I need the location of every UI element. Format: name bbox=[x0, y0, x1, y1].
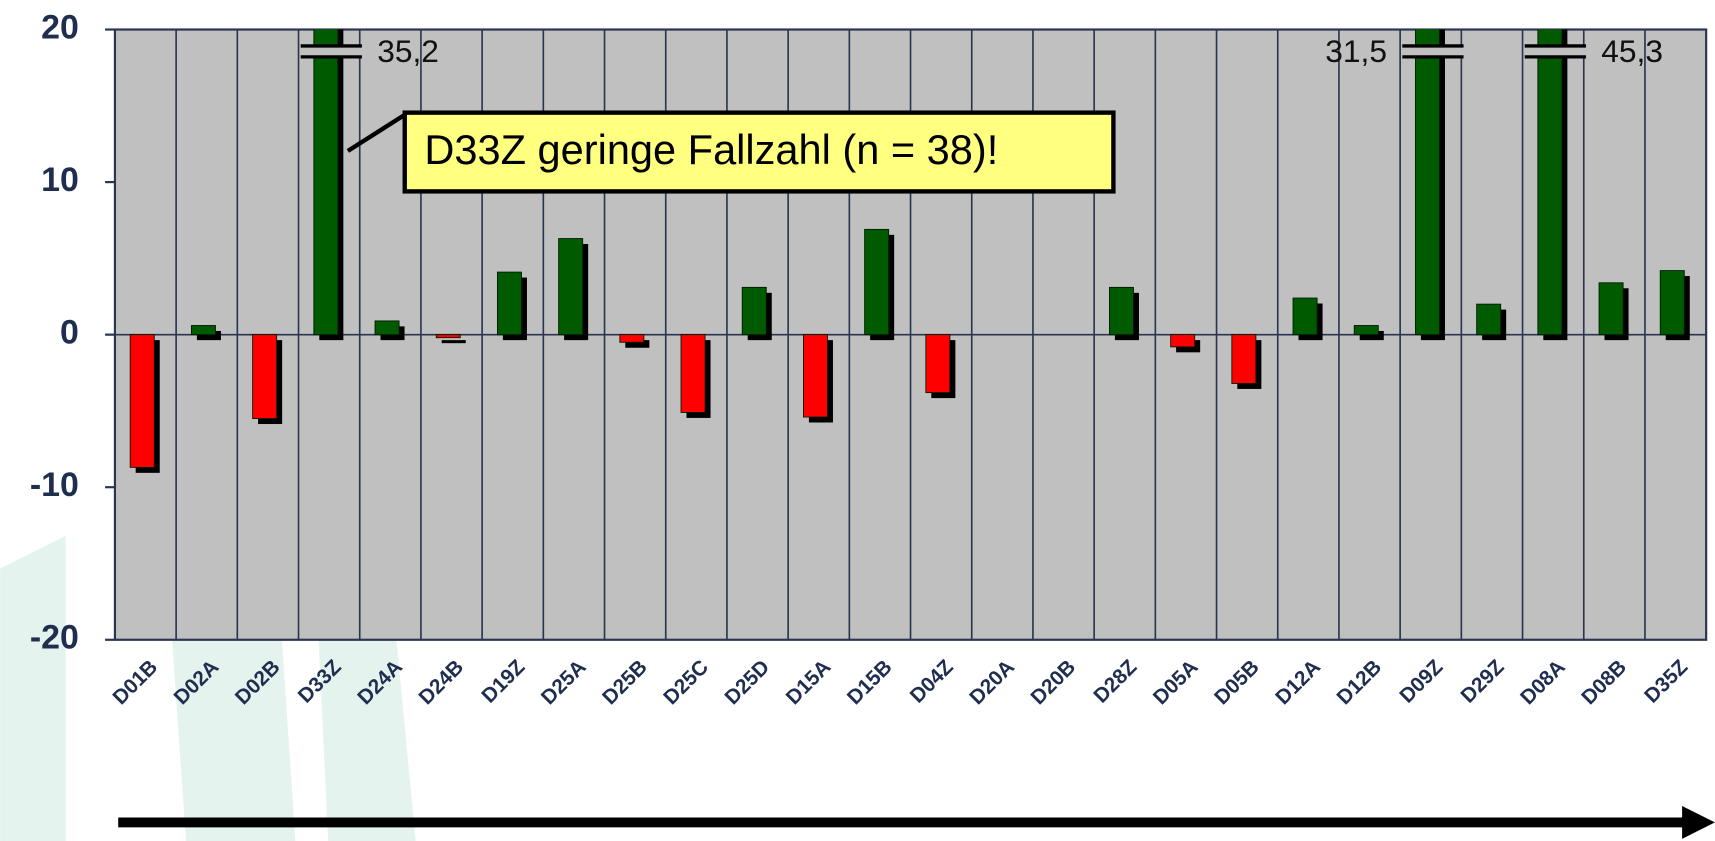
y-tick-label: -10 bbox=[30, 466, 79, 504]
break-gap bbox=[300, 47, 362, 56]
bar bbox=[1598, 282, 1624, 336]
x-tick-label: D15B bbox=[843, 655, 897, 709]
bar-shadow bbox=[196, 330, 221, 341]
x-tick-label: D08B bbox=[1577, 655, 1631, 709]
x-tick-label: D20B bbox=[1026, 655, 1080, 709]
bar-shadow bbox=[625, 340, 650, 348]
bar bbox=[1659, 270, 1685, 336]
x-tick-label: D12A bbox=[1271, 655, 1325, 709]
bar bbox=[558, 238, 584, 336]
bar-shadow bbox=[1359, 330, 1384, 341]
y-tick-label: 10 bbox=[41, 161, 79, 199]
break-gap bbox=[1402, 47, 1464, 56]
bar bbox=[1170, 334, 1196, 348]
x-tick-label: D08A bbox=[1516, 655, 1570, 709]
bar bbox=[313, 29, 339, 336]
y-tick-label: 20 bbox=[41, 8, 79, 46]
x-tick-label: D05B bbox=[1210, 655, 1264, 709]
x-tick-label: D04Z bbox=[906, 655, 958, 707]
bar bbox=[680, 334, 706, 413]
arrow bbox=[118, 806, 1715, 839]
y-tick-label: 0 bbox=[60, 314, 79, 352]
bar bbox=[1353, 325, 1379, 336]
bar bbox=[1108, 286, 1134, 336]
x-tick-label: D35Z bbox=[1640, 655, 1692, 707]
value-label: 35,2 bbox=[377, 33, 439, 69]
watermark bbox=[0, 514, 416, 841]
bar bbox=[1415, 29, 1440, 336]
bar bbox=[374, 320, 400, 336]
bar bbox=[496, 271, 522, 336]
x-tick-label: D25A bbox=[537, 655, 591, 709]
bar bbox=[1537, 29, 1563, 336]
bar bbox=[864, 228, 890, 336]
x-tick-label: D25B bbox=[598, 655, 652, 709]
bar bbox=[1476, 303, 1502, 336]
x-tick-label: D29Z bbox=[1456, 655, 1508, 707]
bar bbox=[190, 325, 216, 336]
y-tick-label: -20 bbox=[30, 619, 79, 657]
x-tick-label: D24B bbox=[414, 655, 468, 709]
bar bbox=[741, 286, 767, 336]
bar bbox=[252, 334, 278, 419]
x-tick-label: D12B bbox=[1332, 655, 1386, 709]
bar bbox=[1231, 334, 1257, 384]
x-tick-label: D19Z bbox=[477, 655, 529, 707]
bar bbox=[802, 334, 828, 418]
annotation-leader bbox=[346, 112, 406, 153]
x-tick-label: D28Z bbox=[1089, 655, 1141, 707]
x-tick-label: D25C bbox=[659, 655, 713, 709]
x-tick-label: D25D bbox=[720, 655, 774, 709]
bar bbox=[435, 334, 461, 339]
x-tick-label: D15A bbox=[782, 655, 836, 709]
bar bbox=[925, 334, 951, 394]
bar bbox=[129, 334, 155, 468]
break-gap bbox=[1524, 47, 1586, 56]
x-tick-label: D05A bbox=[1149, 655, 1203, 709]
x-tick-label: D01B bbox=[108, 655, 162, 709]
bar-shadow bbox=[441, 340, 466, 344]
x-tick-label: D20A bbox=[965, 655, 1019, 709]
x-tick-label: D09Z bbox=[1395, 655, 1447, 707]
bar bbox=[1292, 297, 1318, 336]
bars bbox=[129, 29, 1690, 473]
bar bbox=[619, 334, 645, 343]
value-label: 31,5 bbox=[1325, 33, 1387, 69]
annotation-box bbox=[402, 110, 1116, 194]
annotation: D33Z geringe Fallzahl (n = 38)! bbox=[424, 126, 998, 173]
value-label: 45,3 bbox=[1601, 33, 1663, 69]
